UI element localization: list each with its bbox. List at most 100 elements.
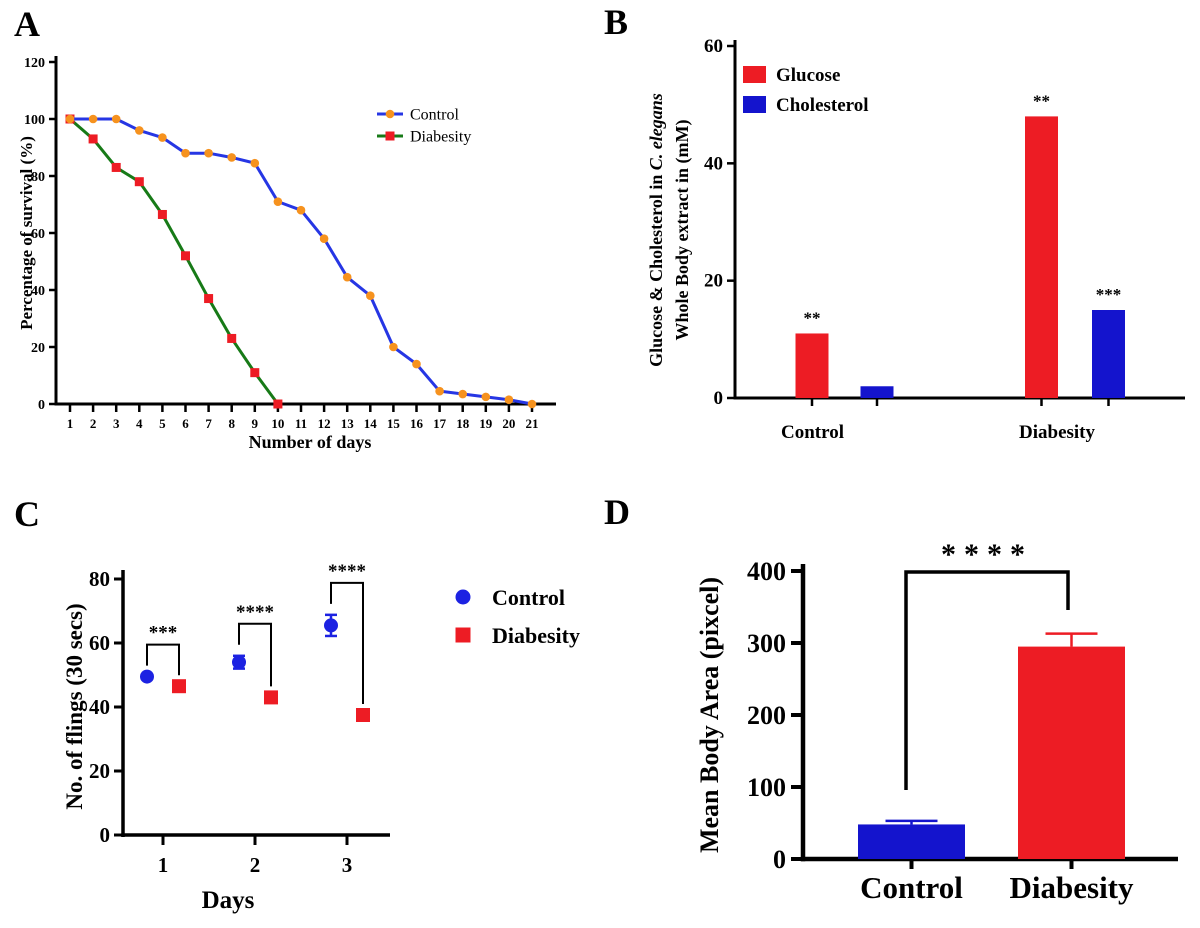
a-x-tick-label: 5: [159, 416, 166, 431]
a-data-point-diabesity: [181, 251, 190, 261]
d-y-tick-label: 100: [747, 773, 786, 802]
a-data-point-control: [204, 148, 213, 158]
c-data-point-control: [324, 618, 338, 633]
panel-a-letter: A: [14, 4, 40, 44]
b-legend-swatch-glucose: [743, 66, 766, 83]
a-x-tick-label: 2: [90, 416, 97, 431]
a-x-tick-label: 6: [182, 416, 189, 431]
a-x-tick-label: 19: [479, 416, 493, 431]
a-x-tick-label: 12: [318, 416, 331, 431]
d-y-tick-label: 0: [773, 845, 786, 874]
a-data-point-diabesity: [134, 177, 144, 187]
c-x-axis-title: Days: [202, 887, 255, 914]
c-y-tick-label: 0: [100, 823, 111, 847]
a-y-tick-label: 20: [31, 341, 45, 356]
a-x-tick-label: 8: [228, 416, 235, 431]
a-y-tick-label: 40: [31, 284, 45, 299]
b-bar-control-glucose: [795, 333, 829, 398]
b-y-tick-label: 40: [704, 153, 723, 174]
a-x-axis-title: Number of days: [249, 432, 372, 452]
c-legend-marker-diabesity: [455, 627, 471, 643]
d-significance-stars: ****: [941, 538, 1033, 571]
a-data-point-diabesity: [250, 368, 260, 378]
d-category-label: Control: [860, 870, 963, 905]
a-x-tick-label: 11: [295, 416, 307, 431]
c-data-point-control: [232, 655, 246, 670]
a-data-point-control: [389, 342, 398, 352]
a-y-tick-label: 80: [31, 170, 45, 185]
a-data-point-control: [504, 395, 514, 405]
panel-b-letter: B: [604, 2, 629, 42]
b-legend-label: Cholesterol: [776, 95, 869, 116]
a-data-point-control: [135, 126, 144, 135]
a-data-point-diabesity: [111, 162, 121, 172]
a-y-tick-label: 100: [24, 113, 45, 128]
c-significance-stars: ****: [328, 561, 366, 582]
c-y-axis-title: No. of flings (30 secs): [62, 603, 87, 809]
c-x-tick-label: 2: [250, 853, 261, 877]
c-significance-stars: ****: [236, 602, 274, 623]
c-data-point-diabesity: [172, 679, 186, 694]
b-bar-diabesity-glucose: [1025, 116, 1058, 399]
a-y-tick-label: 0: [38, 398, 45, 413]
b-significance-stars: **: [804, 308, 821, 327]
panel-c-flings-scatter-chart: 0 20 40 60 80 1 2 3 Days No. of flings (30 secs) *…: [62, 561, 580, 914]
a-x-tick-label: 10: [271, 416, 284, 431]
a-x-tick-label: 14: [364, 416, 378, 431]
a-legend-marker-control: [385, 109, 395, 119]
a-legend-label: Diabesity: [410, 129, 471, 146]
d-bar-control: [858, 824, 965, 859]
c-significance-bracket: [238, 622, 272, 687]
a-data-point-control: [227, 153, 236, 162]
d-y-axis-title: Mean Body Area (pixcel): [695, 577, 724, 853]
d-y-tick-label: 400: [747, 557, 786, 586]
a-data-point-control: [319, 234, 329, 243]
a-data-point-control: [435, 386, 444, 396]
d-category-label: Diabesity: [1010, 870, 1135, 905]
a-data-point-control: [412, 359, 421, 369]
a-x-tick-label: 3: [113, 416, 120, 431]
a-data-point-control: [273, 197, 283, 206]
a-x-tick-label: 1: [67, 416, 74, 431]
a-x-tick-label: 20: [502, 416, 515, 431]
a-data-point-diabesity: [227, 333, 237, 343]
a-y-tick-label: 60: [31, 227, 45, 242]
a-data-point-control: [366, 291, 375, 301]
c-x-tick-label: 3: [342, 853, 353, 877]
panel-c-letter: C: [14, 494, 40, 534]
d-bar-diabesity: [1018, 646, 1125, 859]
b-bar-diabesity-cholesterol: [1092, 310, 1125, 398]
a-x-tick-label: 18: [456, 416, 470, 431]
b-significance-stars: **: [1033, 91, 1050, 110]
d-y-tick-label: 200: [747, 701, 786, 730]
a-x-tick-label: 13: [341, 416, 355, 431]
c-y-tick-label: 80: [89, 567, 110, 591]
b-y-tick-label: 60: [704, 36, 723, 57]
a-data-point-diabesity: [88, 134, 98, 144]
b-y-axis-title-line2: Whole Body extract in (mM): [672, 120, 693, 341]
a-legend-marker-diabesity: [385, 131, 395, 141]
a-data-point-diabesity: [157, 209, 167, 219]
c-legend-label: Diabesity: [492, 623, 580, 648]
a-data-point-control: [181, 148, 190, 158]
a-data-point-control: [296, 205, 306, 215]
a-data-point-control: [458, 389, 468, 399]
a-data-point-control: [88, 114, 98, 124]
c-y-tick-label: 20: [89, 759, 110, 783]
a-legend-label: Control: [410, 107, 459, 124]
a-data-point-control: [527, 399, 537, 409]
a-data-point-control: [481, 392, 491, 402]
a-data-point-control: [111, 114, 121, 124]
a-data-point-diabesity: [273, 399, 283, 409]
c-y-tick-label: 40: [89, 695, 110, 719]
b-category-label: Control: [781, 422, 844, 443]
a-series-line-diabesity: [69, 117, 280, 405]
a-data-point-control: [158, 133, 167, 142]
a-data-point-control: [250, 158, 260, 168]
panel-d-body-area-bar-chart: 0 100 200 300 400 Control Diabesity **** Mean Bo…: [695, 538, 1178, 905]
b-y-axis-title-line1: Glucose & Cholesterol in C. elegans: [646, 93, 666, 367]
a-x-tick-label: 21: [526, 416, 539, 431]
c-x-tick-label: 1: [158, 853, 169, 877]
c-data-point-diabesity: [356, 708, 370, 722]
